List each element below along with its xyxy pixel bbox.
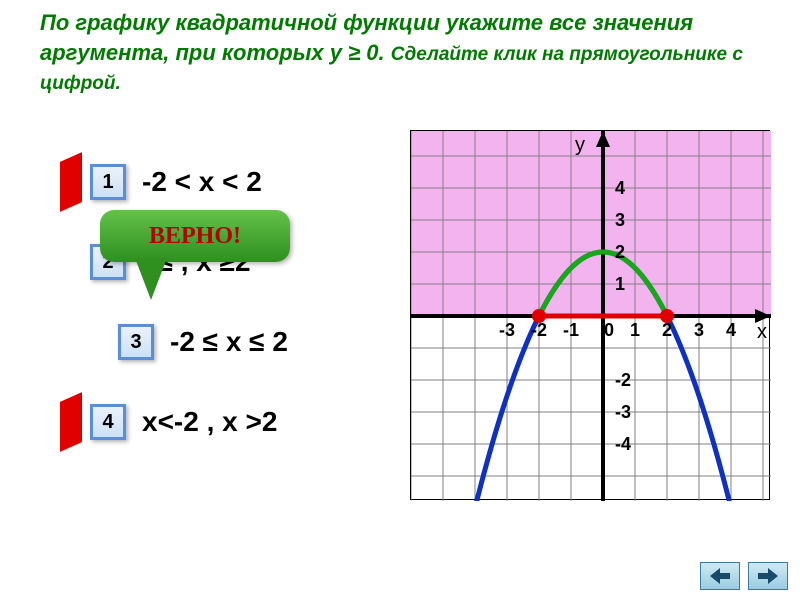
bubble-tail-icon bbox=[135, 258, 167, 300]
svg-text:-2: -2 bbox=[531, 320, 547, 340]
svg-text:2: 2 bbox=[615, 242, 625, 262]
svg-text:-4: -4 bbox=[615, 434, 631, 454]
arrow-right-icon bbox=[758, 568, 778, 584]
svg-text:-2: -2 bbox=[615, 370, 631, 390]
prev-button[interactable] bbox=[700, 562, 740, 590]
option-text: -2 < x < 2 bbox=[142, 166, 262, 198]
svg-text:1: 1 bbox=[615, 274, 625, 294]
option-text: -2 ≤ х ≤ 2 bbox=[170, 326, 288, 358]
svg-text:0: 0 bbox=[604, 320, 614, 340]
wrong-marker-icon bbox=[60, 152, 82, 212]
wrong-marker-icon bbox=[60, 392, 82, 452]
answer-row: 4 х<-2 , х >2 bbox=[60, 400, 288, 444]
svg-text:3: 3 bbox=[615, 210, 625, 230]
chart-area: -3-2-1012341234-2-3-4ху bbox=[410, 130, 770, 500]
svg-text:2: 2 bbox=[662, 320, 672, 340]
svg-text:1: 1 bbox=[630, 320, 640, 340]
answer-list: 1 -2 < x < 2 2 х≤ , х ≥2 3 -2 ≤ х ≤ 2 4 … bbox=[60, 160, 288, 480]
parabola-chart: -3-2-1012341234-2-3-4ху bbox=[411, 131, 771, 501]
svg-text:4: 4 bbox=[615, 178, 625, 198]
option-text: х<-2 , х >2 bbox=[142, 406, 277, 438]
option-button-3[interactable]: 3 bbox=[118, 324, 154, 360]
answer-row: 1 -2 < x < 2 bbox=[60, 160, 288, 204]
svg-text:4: 4 bbox=[726, 320, 736, 340]
svg-text:у: у bbox=[575, 134, 585, 156]
next-button[interactable] bbox=[748, 562, 788, 590]
feedback-text: ВЕРНО! bbox=[149, 223, 241, 250]
question-block: По графику квадратичной функции укажите … bbox=[40, 8, 780, 97]
svg-text:-3: -3 bbox=[499, 320, 515, 340]
feedback-bubble: ВЕРНО! bbox=[100, 210, 290, 262]
arrow-left-icon bbox=[710, 568, 730, 584]
answer-row: 3 -2 ≤ х ≤ 2 bbox=[88, 320, 288, 364]
option-button-1[interactable]: 1 bbox=[90, 164, 126, 200]
svg-text:-3: -3 bbox=[615, 402, 631, 422]
option-button-4[interactable]: 4 bbox=[90, 404, 126, 440]
svg-text:х: х bbox=[757, 321, 767, 343]
svg-text:-1: -1 bbox=[563, 320, 579, 340]
svg-text:3: 3 bbox=[694, 320, 704, 340]
